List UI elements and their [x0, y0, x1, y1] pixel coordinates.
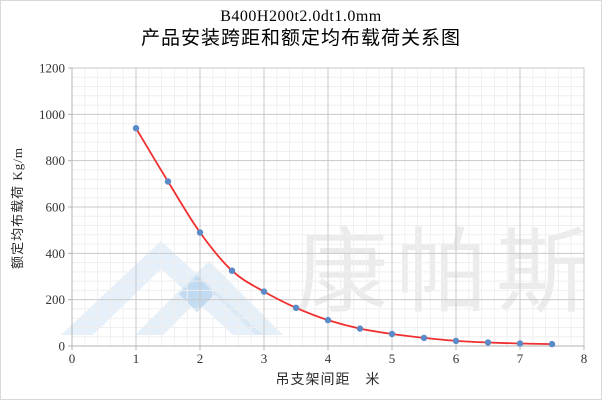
chart-title-main: 产品安装跨距和额定均布载荷关系图: [140, 28, 461, 49]
x-tick-label: 6: [453, 351, 460, 366]
data-point: [292, 304, 300, 311]
data-point: [516, 340, 524, 347]
y-tick-label: 0: [59, 339, 66, 354]
chart-title-model: B400H200t2.0dt1.0mm: [220, 8, 382, 25]
data-point: [324, 316, 332, 324]
x-tick-label: 1: [133, 351, 140, 366]
data-point: [388, 330, 396, 338]
data-point: [420, 334, 428, 342]
x-tick-label: 3: [261, 351, 268, 366]
data-point: [164, 178, 172, 185]
data-point: [132, 125, 140, 132]
y-tick-label: 1200: [39, 61, 65, 76]
watermark-text: 康帕斯: [296, 222, 596, 324]
x-tick-label: 4: [325, 351, 332, 366]
x-tick-label: 8: [581, 351, 588, 366]
y-tick-label: 400: [46, 246, 66, 261]
x-tick-label: 5: [389, 351, 396, 366]
data-point: [356, 325, 364, 332]
y-tick-label: 1000: [39, 107, 65, 122]
y-axis-label: 额定均布载荷 Kg/m: [10, 147, 25, 269]
x-tick-label: 2: [197, 351, 204, 366]
x-axis-label: 吊支架间距 米: [275, 373, 381, 388]
data-point: [196, 229, 204, 236]
x-tick-label: 7: [517, 351, 524, 366]
y-tick-label: 200: [46, 292, 66, 307]
watermark-logo-diamond-icon: [179, 276, 215, 312]
data-point: [484, 339, 492, 346]
data-point: [452, 337, 460, 345]
chart-title: B400H200t2.0dt1.0mm 产品安装跨距和额定均布载荷关系图: [1, 7, 601, 50]
data-point: [228, 267, 236, 274]
watermark-logo-chevron2-icon: [135, 261, 283, 335]
y-tick-label: 800: [46, 153, 66, 168]
data-point: [548, 340, 556, 348]
y-tick-label: 600: [46, 200, 66, 215]
data-point: [260, 288, 268, 295]
x-tick-label: 0: [69, 351, 76, 366]
